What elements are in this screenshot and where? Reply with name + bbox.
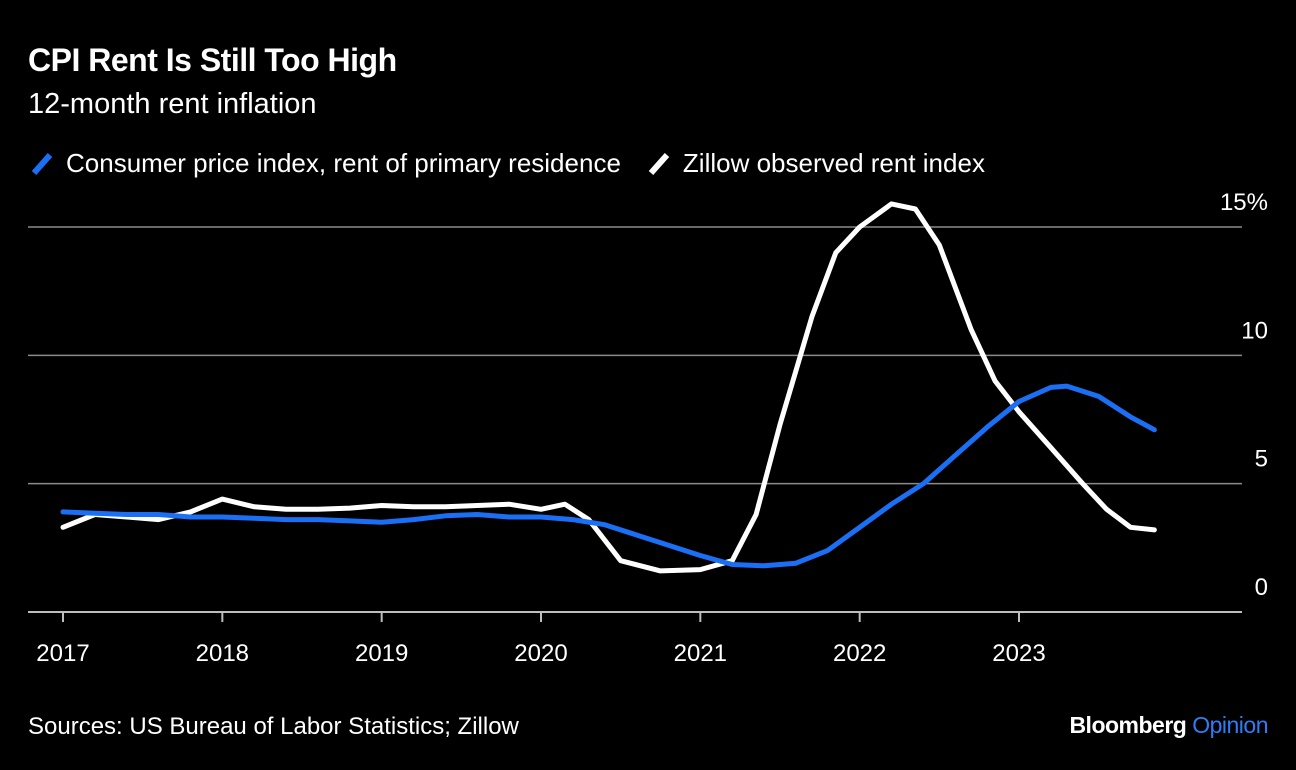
chart-title: CPI Rent Is Still Too High <box>28 42 397 78</box>
label-layer: 15% 10 5 0 2017 2018 2019 2020 2021 2022 2023 <box>36 189 1268 667</box>
legend-swatch-cpi-line <box>31 152 53 175</box>
legend-item-zillow: Zillow observed rent index <box>645 148 985 179</box>
grid-layer <box>28 226 1242 613</box>
x-tick-label: 2018 <box>196 640 249 667</box>
source-note: Sources: US Bureau of Labor Statistics; … <box>28 713 519 740</box>
series-line-cpi <box>60 383 1157 569</box>
y-tick-label: 5 <box>1255 446 1268 473</box>
axis-layer <box>62 612 1020 622</box>
legend-swatch-zillow-line <box>648 152 670 175</box>
series-layer <box>60 201 1157 574</box>
brand-main: Bloomberg <box>1069 712 1187 738</box>
x-tick-label: 2017 <box>36 640 89 667</box>
legend-item-cpi: Consumer price index, rent of primary re… <box>28 148 621 179</box>
brand-accent: Opinion <box>1192 712 1268 738</box>
legend-label-cpi: Consumer price index, rent of primary re… <box>66 148 621 178</box>
legend-swatch-cpi <box>31 152 53 175</box>
y-tick-label: 0 <box>1255 574 1268 601</box>
legend-swatch-zillow <box>648 152 670 175</box>
legend-label-zillow: Zillow observed rent index <box>682 148 985 178</box>
brand-logo: Bloomberg Opinion <box>1069 712 1268 739</box>
y-tick-label: 10 <box>1241 317 1268 344</box>
legend: Consumer price index, rent of primary re… <box>28 148 1009 179</box>
y-tick-label: 15% <box>1220 189 1268 216</box>
x-tick-label: 2021 <box>674 640 727 667</box>
series-line-zillow <box>60 201 1157 574</box>
x-tick-label: 2020 <box>514 640 567 667</box>
x-tick-label: 2019 <box>355 640 408 667</box>
x-tick-label: 2023 <box>992 640 1045 667</box>
chart-subtitle: 12-month rent inflation <box>28 88 317 120</box>
x-tick-label: 2022 <box>833 640 886 667</box>
